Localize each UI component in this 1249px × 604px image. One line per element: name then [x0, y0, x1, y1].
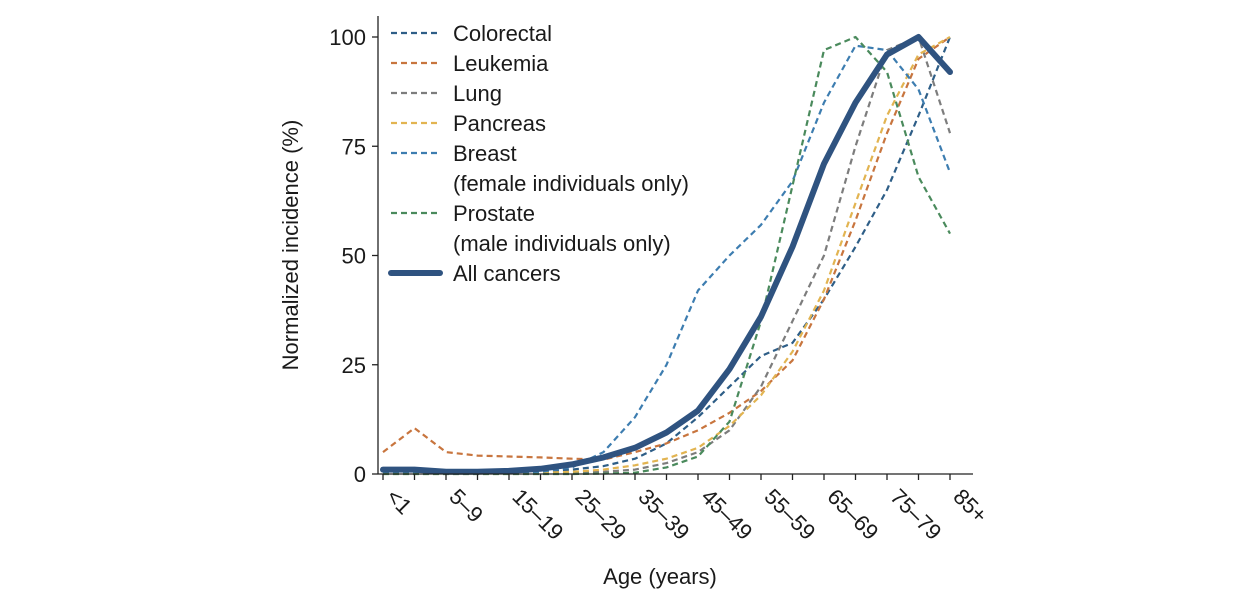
x-tick-label: 75–79: [885, 484, 946, 545]
legend-label-prostate: Prostate (male individuals only): [453, 201, 671, 256]
y-ticks: 0 25 50 75 100: [329, 25, 378, 487]
x-tick-label: 25–29: [570, 484, 631, 545]
y-tick-label-100: 100: [329, 25, 366, 50]
x-tick-label: 45–49: [696, 484, 757, 545]
x-axis-title: Age (years): [603, 564, 717, 589]
legend-label-leukemia: Leukemia: [453, 51, 549, 76]
x-tick-label: 15–19: [507, 484, 568, 545]
x-tick-label: <1: [381, 484, 416, 519]
legend-label-colorectal: Colorectal: [453, 21, 552, 46]
series-line-leukemia: [382, 36, 951, 461]
x-tick-label: 5–9: [444, 484, 488, 528]
y-tick-label-75: 75: [342, 134, 366, 159]
series-line-all-cancers: [380, 34, 953, 475]
x-ticks: <1 5–9 15–19 25–29 35–39 45–49 55–59 65–69 75–79…: [381, 474, 993, 545]
series-line-breast: [383, 44, 952, 475]
x-tick-label: 85+: [948, 484, 992, 528]
legend-label-pancreas: Pancreas: [453, 111, 546, 136]
x-tick-label: 35–39: [633, 484, 694, 545]
legend-label-breast: Breast (female individuals only): [453, 141, 689, 196]
y-tick-label-0: 0: [354, 462, 366, 487]
x-tick-label: 65–69: [822, 484, 883, 545]
legend: Colorectal Leukemia Lung Pancreas Breast (fem…: [388, 21, 689, 286]
legend-label-lung: Lung: [453, 81, 502, 106]
legend-label-all-cancers: All cancers: [453, 261, 561, 286]
y-axis-title: Normalized incidence (%): [278, 120, 303, 371]
y-tick-label-25: 25: [342, 353, 366, 378]
x-tick-label: 55–59: [759, 484, 820, 545]
y-tick-label-50: 50: [342, 244, 366, 269]
